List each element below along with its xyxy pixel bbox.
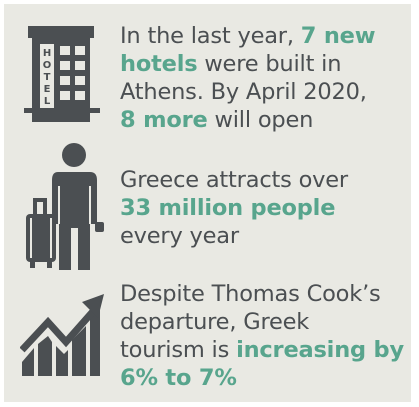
highlight-text: hotels: [120, 51, 198, 77]
body-text: will open: [207, 107, 314, 133]
highlight-text: 6% to 7%: [120, 365, 237, 391]
hotel-sign-letter: L: [44, 96, 51, 107]
tourism-growth-fact: Despite Thomas Cook’s departure, Greek tou…: [4, 280, 411, 400]
hotel-sign-letter: H: [43, 48, 51, 59]
body-text: departure, Greek: [120, 309, 310, 335]
text-line: Greece attracts over: [120, 166, 410, 194]
highlight-text: 7 new: [300, 23, 376, 49]
hotels-fact-text: In the last year, 7 new hotels were built…: [120, 22, 410, 134]
text-line: Despite Thomas Cook’s: [120, 280, 410, 308]
visitors-fact-text: Greece attracts over 33 million people eve…: [120, 166, 410, 250]
tourism-growth-fact-text: Despite Thomas Cook’s departure, Greek tou…: [120, 280, 410, 392]
traveler-with-luggage-icon: [22, 142, 110, 272]
body-text: every year: [120, 223, 239, 249]
highlight-text: increasing by: [236, 337, 404, 363]
body-text: Greece attracts over: [120, 167, 348, 193]
body-text: were built in: [197, 51, 342, 77]
body-text: Despite Thomas Cook’s: [120, 281, 381, 307]
visitors-fact: Greece attracts over 33 million people eve…: [4, 142, 411, 272]
text-line: hotels were built in: [120, 50, 410, 78]
body-text: tourism is: [120, 337, 237, 363]
highlight-text: 33 million people: [120, 195, 336, 221]
text-line: 33 million people: [120, 194, 410, 222]
text-line: Athens. By April 2020,: [120, 78, 410, 106]
text-line: tourism is increasing by: [120, 336, 410, 364]
text-line: 8 more will open: [120, 106, 410, 134]
highlight-text: 8 more: [120, 107, 208, 133]
hotel-sign-letter: O: [43, 60, 52, 71]
text-line: In the last year, 7 new: [120, 22, 410, 50]
body-text: In the last year,: [120, 23, 301, 49]
hotel-sign-letter: E: [44, 84, 51, 95]
text-line: departure, Greek: [120, 308, 410, 336]
rising-chart-arrow-icon: [20, 292, 106, 378]
text-line: 6% to 7%: [120, 364, 410, 392]
hotel-sign-letter: T: [44, 72, 51, 83]
text-line: every year: [120, 222, 410, 250]
body-text: Athens. By April 2020,: [120, 79, 367, 105]
